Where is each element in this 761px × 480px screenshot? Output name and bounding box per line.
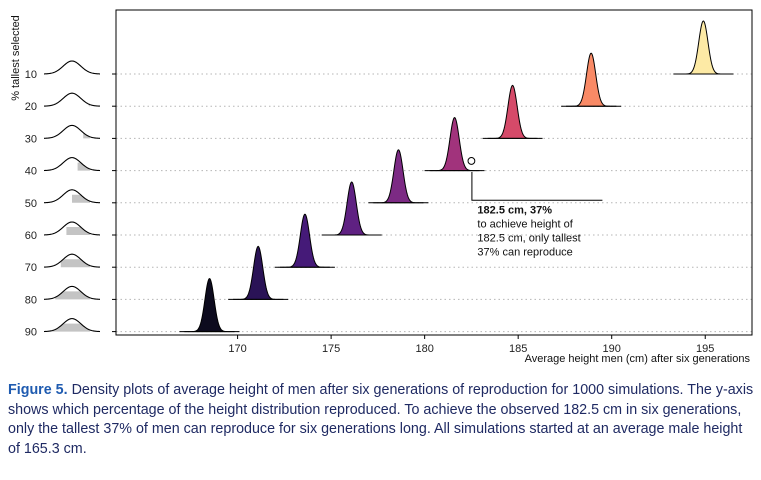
bell-curve-icon — [43, 285, 101, 300]
bell-curve-icon — [43, 92, 101, 107]
figure-caption-text: Density plots of average height of men a… — [8, 382, 754, 457]
x-tick-label-170: 170 — [228, 343, 246, 355]
bell-curve-icon — [43, 318, 101, 333]
y-tick-label-60: 60 — [25, 230, 37, 242]
y-tick-label-70: 70 — [25, 262, 37, 274]
density-curve-10 — [678, 20, 729, 75]
selected-tail-shading — [66, 227, 90, 235]
selected-tail-shading — [49, 323, 90, 332]
x-tick-label-185: 185 — [509, 343, 527, 355]
x-axis-ticks: 170 175 180 185 190 195 — [228, 335, 714, 355]
y-axis-title: % tallest selected — [10, 15, 22, 101]
density-curve-90 — [184, 278, 235, 333]
x-tick-label-175: 175 — [322, 343, 340, 355]
figure-caption: Figure 5. Density plots of average heigh… — [8, 381, 756, 459]
y-tick-label-50: 50 — [25, 198, 37, 210]
y-tick-label-30: 30 — [25, 133, 37, 145]
annotation-line-1: to achieve height of — [477, 218, 573, 230]
selected-tail-shading — [77, 162, 90, 171]
y-tick-label-10: 10 — [25, 69, 37, 81]
density-curve-20 — [566, 52, 617, 107]
bell-curve-icon — [43, 60, 101, 75]
bell-curve-icon — [43, 221, 101, 236]
density-curve-30 — [487, 84, 538, 139]
density-chart: 170 175 180 185 190 195 10 20 30 40 50 60 70 80 90 18… — [10, 9, 753, 365]
density-curve-60 — [326, 181, 377, 236]
y-tick-label-40: 40 — [25, 166, 37, 178]
selected-tail-shading — [55, 291, 90, 300]
selection-icons — [43, 60, 101, 333]
annotation-marker — [467, 157, 476, 165]
x-axis-title: Average height men (cm) after six genera… — [525, 353, 751, 365]
x-tick-label-180: 180 — [415, 343, 433, 355]
y-tick-label-90: 90 — [25, 327, 37, 339]
annotation: 182.5 cm, 37% to achieve height of 182.5… — [467, 157, 603, 258]
y-axis-ticks: 10 20 30 40 50 60 70 80 90 — [25, 69, 116, 339]
bell-curve-icon — [43, 189, 101, 204]
x-tick-label-190: 190 — [603, 343, 621, 355]
selected-tail-shading — [72, 194, 90, 203]
y-tick-label-80: 80 — [25, 294, 37, 306]
y-tick-label-20: 20 — [25, 101, 37, 113]
bell-curve-icon — [43, 157, 101, 172]
annotation-line-2: 182.5 cm, only tallest — [477, 232, 580, 244]
bell-curve-icon — [43, 124, 101, 139]
density-curves — [179, 20, 734, 333]
figure-label: Figure 5. — [8, 382, 68, 398]
annotation-line-3: 37% can reproduce — [477, 246, 572, 258]
x-tick-label-195: 195 — [696, 343, 714, 355]
annotation-title: 182.5 cm, 37% — [477, 204, 552, 216]
density-curve-70 — [279, 213, 330, 268]
density-curve-80 — [233, 245, 284, 300]
annotation-leader-line — [471, 171, 603, 201]
bell-curve-icon — [43, 253, 101, 268]
plot-frame — [115, 9, 753, 336]
density-curve-50 — [373, 149, 424, 204]
